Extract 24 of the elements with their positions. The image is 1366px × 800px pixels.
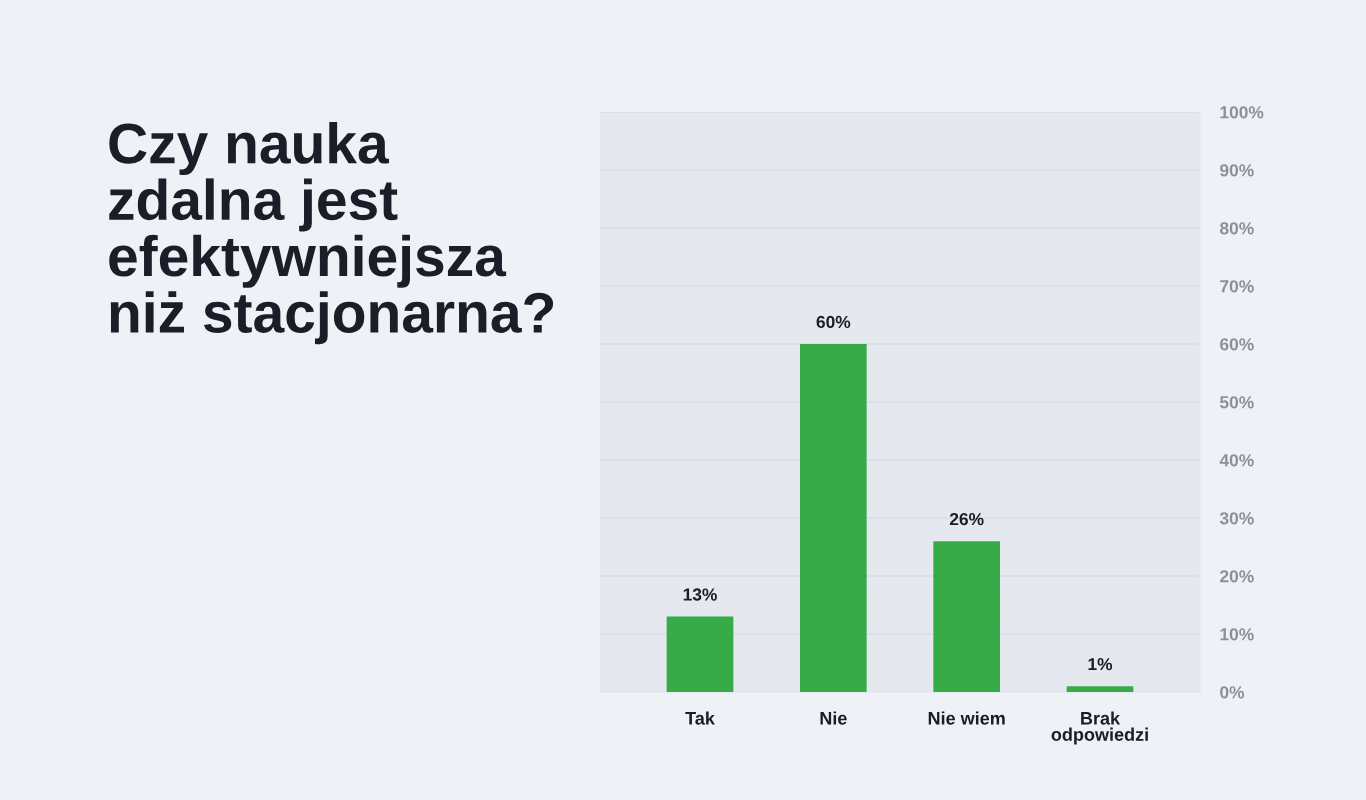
y-tick-label: 70% [1220,280,1254,293]
data-label: 13% [683,588,717,601]
y-tick-label: 0% [1220,686,1245,699]
y-tick-label: 30% [1219,512,1254,525]
bar [1066,686,1134,692]
y-tick-label: 80% [1220,222,1254,235]
x-tick-label: Nie [820,711,847,725]
x-tick-label: Brak odpowiedzi [1051,711,1148,745]
y-tick-label: 20% [1220,570,1254,583]
x-tick-label: Nie wiem [928,711,1005,725]
data-label: 26% [949,512,984,526]
bar [800,344,867,692]
data-label: 60% [816,315,851,329]
y-tick-label: 60% [1220,338,1254,351]
data-label: 1% [1088,658,1113,671]
y-tick-label: 50% [1219,396,1254,409]
y-tick-label: 90% [1220,164,1254,177]
x-tick-label: Tak [685,711,715,725]
y-tick-label: 40% [1219,454,1254,467]
bar [933,541,1000,692]
bar [666,616,734,692]
y-tick-label: 10% [1220,628,1254,641]
y-tick-label: 100% [1220,106,1264,119]
text: Czy nauka zdalna jest efektywniejsza niż stacjonarna? [109,122,554,345]
